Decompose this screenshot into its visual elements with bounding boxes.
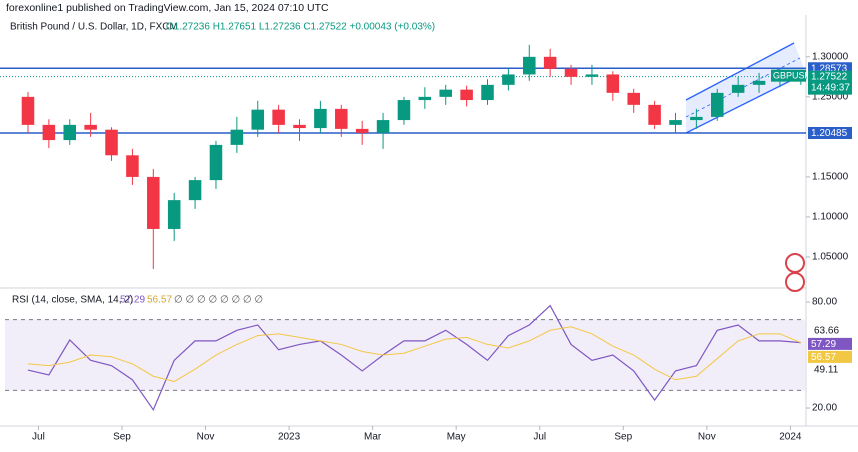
candle-body [481, 84, 494, 101]
icon-badge [785, 253, 805, 273]
last-price-label: 1.27522 [811, 71, 848, 82]
candle-body [167, 200, 181, 229]
rsi-tag-box [808, 350, 852, 363]
candle-body [147, 176, 160, 229]
level-label-box [808, 127, 852, 140]
candle-body [188, 180, 202, 201]
icon-badge [785, 272, 805, 292]
candle-body [126, 155, 139, 177]
rsi-line [27, 326, 802, 383]
candle-body [230, 129, 244, 145]
candle-body [648, 104, 661, 125]
x-tick-label: May [447, 432, 466, 443]
rsi-line [27, 304, 801, 412]
candle-body [752, 80, 766, 85]
y-tick-label: 1.25000 [812, 91, 849, 102]
candle-body [627, 92, 640, 105]
candle-body [251, 109, 265, 130]
candle-body [731, 84, 745, 93]
level-label: 1.20485 [811, 128, 848, 139]
candle-body [397, 100, 411, 121]
y-tick-label: 1.05000 [812, 252, 849, 263]
rsi-tag: 56.57 [811, 352, 836, 363]
candle-body [543, 56, 557, 69]
channel-bottom [685, 72, 807, 134]
candle-body [42, 124, 56, 141]
candle-body [209, 144, 223, 181]
rsi-legend: RSI (14, close, SMA, 14, 2) [12, 295, 133, 306]
candle-body [293, 124, 306, 129]
symbol-tag: GBPUSD [773, 71, 812, 81]
x-tick-label: Nov [698, 432, 716, 443]
candle-body [21, 96, 35, 125]
candle-body [418, 96, 432, 101]
candle-body [523, 56, 536, 75]
candle-body [84, 124, 97, 130]
sma-legend-value: 56.57 [147, 295, 172, 306]
channel-top [685, 42, 795, 101]
rsi-tag: 49.11 [814, 365, 839, 376]
rsi-legend-value: 57.29 [120, 295, 145, 306]
candle-body [460, 89, 473, 101]
symbol: British Pound / U.S. Dollar, 1D, FXCM [10, 22, 178, 33]
candle-body [105, 129, 118, 156]
candle-body [585, 74, 599, 77]
x-tick-label: Sep [614, 432, 632, 443]
candle-body [669, 120, 682, 125]
rsi-tag-box [808, 337, 852, 350]
candle-body [314, 108, 327, 129]
x-tick-label: Mar [364, 432, 382, 443]
candle-body [502, 74, 515, 85]
level-label: 1.28573 [811, 63, 848, 74]
rsi-band [5, 319, 805, 391]
publisher: forexonline1 published on TradingView.co… [6, 2, 329, 14]
y-tick-label: 20.00 [812, 403, 837, 414]
candle-body [439, 89, 452, 97]
last-price-box [808, 70, 852, 95]
candle-body [690, 116, 703, 121]
countdown: 14:49:37 [811, 82, 850, 93]
candle-body [376, 120, 390, 133]
x-tick-label: Sep [113, 432, 131, 443]
candle-body [564, 68, 578, 77]
x-tick-label: Nov [197, 432, 215, 443]
candle-body [272, 109, 285, 125]
y-tick-label: 1.10000 [812, 212, 849, 223]
y-tick-label: 1.30000 [812, 51, 849, 62]
candle-body [63, 124, 77, 141]
candle-body [606, 74, 620, 93]
rsi-tag: 63.66 [814, 326, 839, 337]
rsi-legend-extra: ∅ ∅ ∅ ∅ ∅ ∅ ∅ ∅ [174, 295, 263, 306]
x-tick-label: Jul [533, 432, 546, 443]
x-tick-label: 2023 [278, 432, 301, 443]
ohlc: O1.27236 H1.27651 L1.27236 C1.27522 +0.0… [166, 22, 435, 33]
symbol-tag-box [771, 69, 806, 82]
x-tick-label: Jul [32, 432, 45, 443]
candle-body [335, 108, 348, 129]
candle-body [355, 128, 369, 133]
y-tick-label: 80.00 [812, 297, 837, 308]
rsi-tag: 57.29 [811, 339, 836, 350]
y-tick-label: 1.15000 [812, 172, 849, 183]
x-tick-label: 2024 [779, 432, 802, 443]
candle-body [711, 92, 724, 117]
